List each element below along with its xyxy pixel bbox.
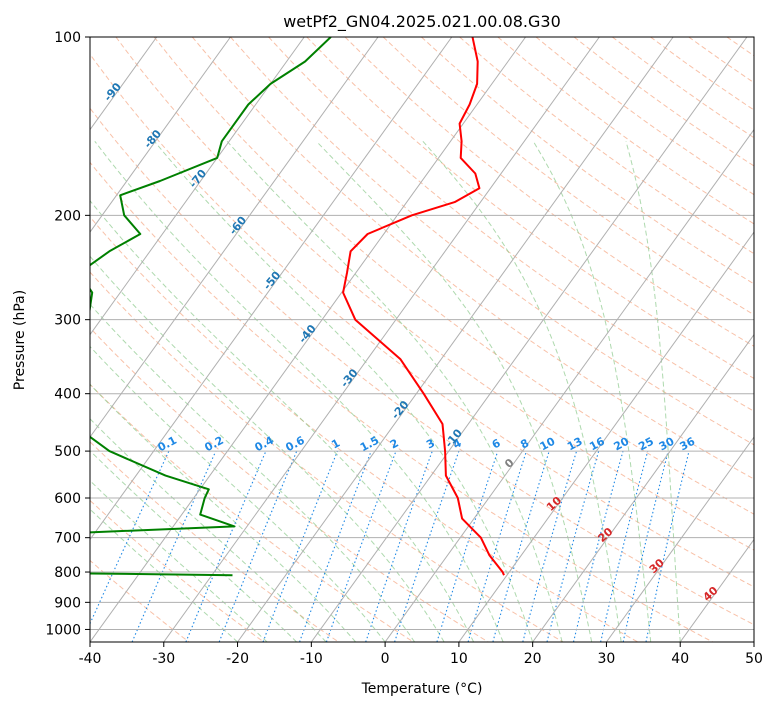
dry-adiabat-line — [90, 499, 265, 642]
mixing-ratio-label: 30 — [657, 435, 677, 454]
profile-lines — [90, 37, 505, 577]
mixing-ratio-line — [218, 450, 298, 642]
x-tick-label: 40 — [671, 651, 689, 667]
dry-adiabat-line — [115, 37, 754, 551]
dry-adiabat-line — [90, 271, 564, 642]
mixing-ratio-line — [436, 450, 499, 642]
dry-adiabat-line — [382, 37, 754, 316]
y-tick-label: 500 — [54, 444, 81, 460]
plot-frame — [89, 36, 755, 643]
dry-adiabat-line — [191, 37, 754, 480]
mixing-ratio-label: 10 — [538, 435, 558, 454]
isotherm-line — [310, 37, 748, 642]
isotherm-line — [163, 37, 600, 642]
dry-adiabat-line — [90, 161, 713, 642]
y-axis-label: Pressure (hPa) — [12, 290, 28, 390]
mixing-ratio-label: 16 — [587, 435, 607, 454]
temperature-profile-line — [342, 37, 505, 576]
mixing-ratio-label: 20 — [612, 435, 632, 454]
dry-adiabat-line — [153, 37, 754, 515]
x-axis-label: Temperature (°C) — [361, 681, 483, 697]
mixing-ratio-line — [467, 450, 527, 642]
isotherm-line — [90, 37, 305, 336]
y-tick-label: 100 — [54, 30, 81, 46]
isotherm-line — [90, 37, 453, 541]
plot-area — [90, 37, 754, 642]
mixing-ratio-line — [262, 450, 338, 642]
isotherm-line — [90, 37, 527, 642]
dewpoint-profile-line — [90, 37, 332, 577]
mixing-ratio-line — [572, 450, 624, 642]
pressure-gridlines — [90, 37, 754, 630]
x-tick-label: 0 — [381, 651, 390, 667]
y-axis: 100 200 300 400 500 600 700 800 900 1000 — [45, 30, 90, 638]
y-tick-label: 800 — [54, 565, 81, 581]
isotherm-line — [679, 538, 754, 642]
isotherm-line — [458, 231, 754, 642]
dry-adiabat-line — [90, 107, 754, 626]
mixing-ratio-line — [546, 450, 600, 642]
dry-adiabat-line — [268, 37, 754, 412]
dry-adiabat-line — [421, 37, 754, 285]
x-tick-label: 50 — [745, 651, 763, 667]
chart-title: wetPf2_GN04.2025.021.00.08.G30 — [283, 12, 561, 32]
x-tick-label: 20 — [524, 651, 542, 667]
isotherm-line — [532, 333, 754, 642]
mixing-ratio-line — [185, 450, 267, 642]
dry-adiabat-line — [90, 216, 639, 642]
mixing-ratio-line — [522, 450, 578, 642]
x-axis: -40 -30 -20 -10 0 10 20 30 40 50 — [79, 642, 763, 667]
isotherm-line — [606, 436, 754, 642]
x-tick-label: 10 — [450, 651, 468, 667]
x-tick-label: -40 — [79, 651, 102, 667]
mixing-ratio-line — [299, 450, 372, 642]
mixing-ratio-line — [600, 450, 649, 642]
y-tick-label: 200 — [54, 208, 81, 224]
isotherm-line — [384, 128, 754, 642]
y-tick-label: 1000 — [45, 622, 81, 638]
dry-adiabat-line — [90, 327, 489, 642]
x-tick-label: -10 — [300, 651, 323, 667]
mixing-ratio-label: 25 — [636, 435, 656, 454]
mixing-ratio-line — [325, 450, 397, 642]
y-tick-label: 700 — [54, 531, 81, 547]
mixing-ratio-line — [365, 450, 433, 642]
x-tick-label: -20 — [226, 651, 249, 667]
isotherm-line — [90, 37, 231, 233]
y-tick-label: 600 — [54, 491, 81, 507]
mixing-ratio-label: 36 — [678, 435, 698, 454]
isotherm-line — [237, 37, 674, 642]
y-tick-label: 300 — [54, 313, 81, 329]
dry-adiabat-line — [230, 37, 754, 446]
y-tick-label: 900 — [54, 595, 81, 611]
x-tick-label: -30 — [152, 651, 175, 667]
mixing-ratio-label: 13 — [565, 435, 585, 454]
x-tick-label: 30 — [598, 651, 616, 667]
dry-adiabat-line — [90, 441, 339, 642]
y-tick-label: 400 — [54, 387, 81, 403]
dry-adiabat-line — [90, 53, 754, 588]
isotherm-line — [90, 37, 379, 438]
mixing-ratio-line — [622, 450, 669, 642]
mixing-ratio-line — [645, 450, 690, 642]
